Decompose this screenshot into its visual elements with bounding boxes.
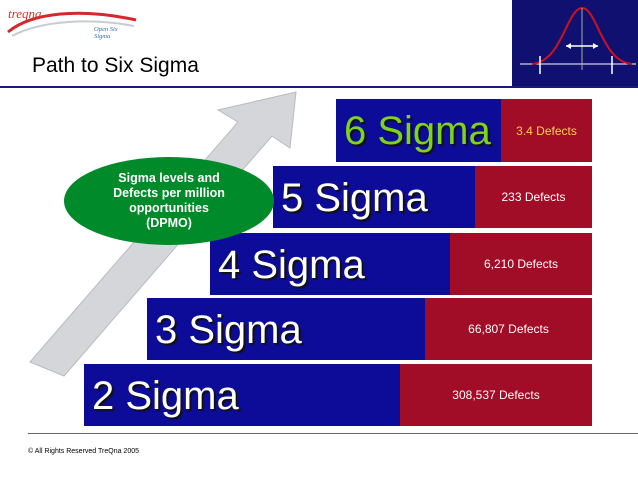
step-label: 3 Sigma — [155, 308, 302, 352]
dpmo-callout: Sigma levels and Defects per million opp… — [64, 157, 274, 245]
callout-line-3: opportunities — [129, 201, 209, 215]
logo-tagline: Open Six Sigma — [94, 26, 118, 40]
bell-curve-graphic — [512, 0, 638, 86]
step-6-sigma: 6 Sigma — [336, 99, 501, 162]
step-5-sigma: 5 Sigma — [273, 166, 475, 228]
defects-label: 66,807 Defects — [468, 322, 549, 336]
defects-label: 308,537 Defects — [452, 388, 540, 402]
step-6-defects: 3.4 Defects — [501, 99, 592, 162]
logo-swoosh-icon — [7, 11, 137, 37]
callout-line-4: (DPMO) — [146, 216, 192, 230]
step-3-defects: 66,807 Defects — [425, 298, 592, 360]
bell-curve-icon — [520, 6, 636, 74]
treqna-logo: treqna Open Six Sigma — [2, 2, 138, 48]
step-label: 2 Sigma — [92, 374, 239, 418]
footer-divider — [28, 433, 638, 434]
header-divider — [0, 86, 638, 88]
defects-label: 6,210 Defects — [483, 257, 559, 271]
defects-label: 233 Defects — [501, 190, 566, 204]
callout-line-1: Sigma levels and — [118, 171, 220, 185]
step-label: 4 Sigma — [218, 243, 365, 287]
logo-name: treqna — [8, 6, 42, 21]
step-label: 6 Sigma — [344, 109, 491, 153]
step-2-defects: 308,537 Defects — [400, 364, 592, 426]
step-2-sigma: 2 Sigma — [84, 364, 400, 426]
step-4-defects: 6,210 Defects — [450, 233, 592, 295]
step-4-sigma: 4 Sigma — [210, 233, 450, 295]
copyright-text: © All Rights Reserved TreQna 2005 — [28, 448, 139, 455]
step-3-sigma: 3 Sigma — [147, 298, 425, 360]
step-5-defects: 233 Defects — [475, 166, 592, 228]
step-label: 5 Sigma — [281, 176, 428, 220]
page-title: Path to Six Sigma — [32, 54, 199, 77]
defects-label: 3.4 Defects — [516, 123, 577, 138]
callout-line-2: Defects per million — [113, 186, 225, 200]
